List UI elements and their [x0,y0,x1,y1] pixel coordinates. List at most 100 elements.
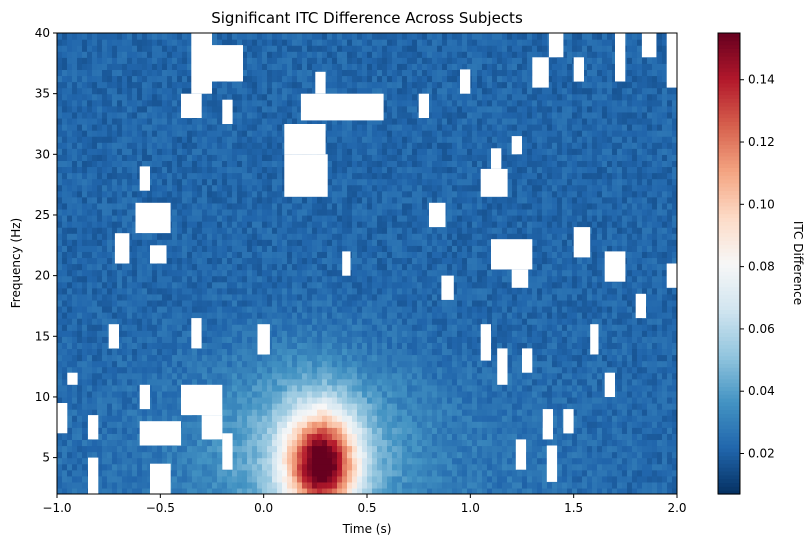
heatmap-cell [477,384,483,392]
heatmap-cell [317,372,323,380]
heatmap-cell [382,469,388,477]
heatmap-cell [147,481,153,489]
heatmap-cell [297,257,303,265]
heatmap-cell [57,251,63,259]
heatmap-cell [212,439,218,447]
heatmap-cell [557,463,563,471]
heatmap-cell [472,421,478,428]
heatmap-cell [427,409,433,416]
heatmap-cell [372,269,378,277]
heatmap-cell [297,324,303,331]
heatmap-cell [457,475,463,483]
heatmap-cell [157,324,163,331]
heatmap-cell [362,439,368,447]
heatmap-cell [77,360,83,368]
heatmap-cell [102,287,108,295]
heatmap-cell [652,396,658,404]
heatmap-cell [132,469,138,477]
heatmap-cell [327,481,333,489]
heatmap-cell [197,439,203,447]
heatmap-cell [127,403,133,410]
heatmap-cell [532,336,538,343]
heatmap-cell [437,421,443,428]
heatmap-cell [577,463,583,471]
heatmap-cell [192,469,198,477]
heatmap-cell [632,481,638,489]
heatmap-cell [627,457,633,465]
heatmap-cell [127,281,133,289]
heatmap-cell [607,354,613,362]
heatmap-cell [307,403,313,410]
heatmap-cell [122,481,128,489]
heatmap-cell [637,421,643,428]
heatmap-cell [322,378,328,386]
heatmap-cell [622,451,628,459]
heatmap-cell [497,403,503,410]
heatmap-cell [577,305,583,313]
heatmap-cell [332,275,338,283]
heatmap-cell [407,378,413,386]
heatmap-cell [312,415,318,422]
heatmap-cell [522,378,528,386]
heatmap-cell [302,469,308,477]
heatmap-cell [482,433,488,441]
heatmap-cell [222,299,228,307]
heatmap-cell [172,293,178,301]
heatmap-cell [622,390,628,398]
heatmap-cell [377,409,383,416]
heatmap-cell [567,269,573,277]
heatmap-cell [207,348,213,356]
heatmap-cell [307,305,313,313]
heatmap-cell [107,469,113,477]
heatmap-cell [527,330,533,337]
heatmap-cell [307,366,313,374]
heatmap-cell [587,275,593,283]
heatmap-cell [582,263,588,271]
heatmap-cell [232,457,238,465]
heatmap-cell [77,293,83,301]
heatmap-cell [352,384,358,392]
heatmap-cell [202,299,208,307]
heatmap-cell [282,348,288,356]
heatmap-cell [282,324,288,331]
heatmap-cell [482,251,488,259]
heatmap-cell [317,445,323,453]
heatmap-cell [232,263,238,271]
heatmap-cell [267,312,273,319]
heatmap-cell [197,372,203,380]
heatmap-cell [377,427,383,434]
heatmap-cell [357,421,363,428]
heatmap-cell [482,372,488,380]
heatmap-cell [57,293,63,301]
heatmap-cell [282,251,288,259]
heatmap-cell [557,324,563,331]
heatmap-cell [587,342,593,350]
heatmap-cell [312,342,318,350]
heatmap-cell [562,487,568,494]
heatmap-cell [282,293,288,301]
heatmap-cell [72,439,78,447]
heatmap-cell [377,439,383,447]
heatmap-cell [302,372,308,380]
heatmap-cell [542,336,548,343]
heatmap-cell [57,378,63,386]
heatmap-cell [437,305,443,313]
heatmap-cell [662,378,668,386]
heatmap-cell [427,469,433,477]
heatmap-cell [157,396,163,404]
heatmap-cell [567,330,573,337]
heatmap-cell [582,469,588,477]
heatmap-cell [82,433,88,441]
heatmap-cell [607,318,613,325]
heatmap-cell [327,299,333,307]
heatmap-cell [627,427,633,434]
heatmap-cell [147,245,153,252]
heatmap-cell [92,251,98,259]
heatmap-cell [667,463,673,471]
heatmap-cell [572,299,578,307]
heatmap-cell [607,451,613,459]
heatmap-cell [187,305,193,313]
heatmap-cell [632,439,638,447]
heatmap-cell [67,481,73,489]
heatmap-cell [552,384,558,392]
